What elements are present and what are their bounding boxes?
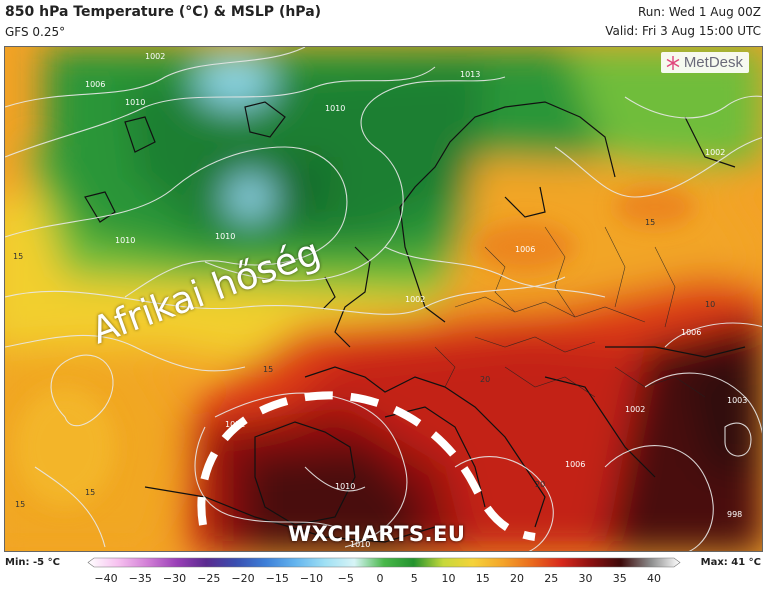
temperature-label: 15 [13,252,23,261]
scale-tick-label: −5 [337,572,354,585]
coastlines [84,101,746,543]
scale-tick-label: −15 [265,572,289,585]
isobar-label: 1010 [115,236,135,245]
temperature-label: 20 [535,480,545,489]
color-scale-gradient [87,557,681,568]
scale-tick-label: −35 [128,572,152,585]
isobar-label: 1010 [325,104,345,113]
isobar-label: 1010 [350,540,370,549]
chart-header: 850 hPa Temperature (°C) & MSLP (hPa) GF… [0,0,767,46]
scale-tick-label: −20 [231,572,255,585]
isobar-label: 1002 [405,295,425,304]
isobar-label: 1006 [681,328,701,337]
isobar-lines [5,47,762,551]
valid-time: Valid: Fri 3 Aug 15:00 UTC [605,24,761,38]
isobar-label: 1010 [215,232,235,241]
scale-tick-label: 40 [647,572,661,585]
temperature-label: 15 [15,500,25,509]
metdesk-logo: MetDesk [660,52,749,73]
isobar-label: 1010 [335,482,355,491]
isobar-label: 1006 [515,245,535,254]
isobar-label: 1006 [85,80,105,89]
temperature-label: 15 [645,218,655,227]
scale-tick-label: −30 [162,572,187,585]
scale-tick-label: 5 [410,572,418,585]
model-name: GFS 0.25° [5,25,66,39]
isobar-label: 1003 [727,396,747,405]
isobar-label: 1002 [145,52,165,61]
temperature-label: 15 [263,365,273,374]
map-canvas: 1002 1006 1010 1010 1010 1010 1013 1002 … [5,47,762,551]
scale-tick-label: 25 [544,572,559,585]
scale-tick-label: 0 [376,572,384,585]
metdesk-snowflake-icon [666,55,680,70]
temperature-label: 20 [480,375,490,384]
temperature-label: 15 [85,488,95,497]
country-borders [434,226,706,398]
scale-tick-label: −25 [197,572,221,585]
isobar-label: 1002 [705,148,725,157]
isobar-label: 1006 [565,460,585,469]
logo-text: MetDesk [683,54,743,71]
scale-tick-label: 30 [578,572,593,585]
scale-tick-label: −40 [94,572,118,585]
isobar-label: 1013 [460,70,480,79]
color-scale-bar [87,557,681,568]
isobar-label: 1010 [125,98,145,107]
scale-tick-label: 15 [475,572,490,585]
run-time: Run: Wed 1 Aug 00Z [637,5,761,19]
heat-dome-arc [197,391,536,541]
temperature-labels: 15 15 15 15 15 20 20 10 [13,218,715,509]
color-scale: Min: -5 °C Max: 41 °C −40 −35 −30 −25 −20 −15… [0,552,767,600]
isobar-label: 998 [727,510,742,519]
scale-tick-label: 20 [510,572,524,585]
site-watermark: WXCHARTS.EU [288,522,466,546]
weather-map: 1002 1006 1010 1010 1010 1010 1013 1002 … [4,46,763,552]
scale-tick-label: 10 [441,572,456,585]
scale-tick-label: 35 [612,572,627,585]
temperature-field [5,47,762,551]
color-scale-ticks: −40 −35 −30 −25 −20 −15 −10 −5 0 5 10 15 20 25 30 35 40 [0,572,767,588]
chart-title: 850 hPa Temperature (°C) & MSLP (hPa) [5,4,322,20]
scale-tick-label: −10 [299,572,324,585]
max-value-label: Max: 41 °C [700,557,761,568]
temperature-label: 10 [705,300,715,309]
isobar-label: 1002 [625,405,645,414]
min-value-label: Min: -5 °C [5,557,60,568]
